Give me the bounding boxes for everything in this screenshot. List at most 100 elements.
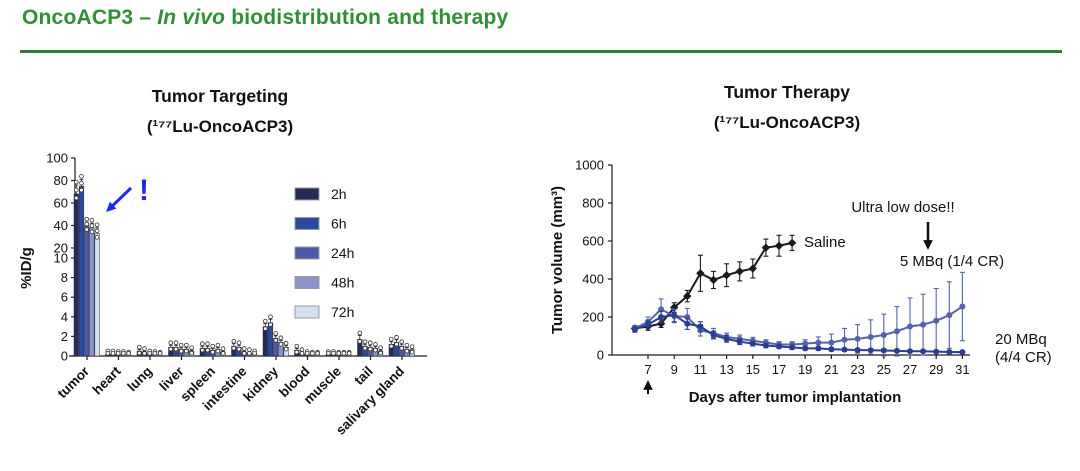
data-point [373,341,378,347]
legend-swatch [294,276,320,289]
y-tick-label: 80 [54,173,68,188]
x-tick-label: 29 [929,362,943,377]
data-point [157,351,163,356]
data-point [893,328,900,335]
therapy-chart: 0 200 400 600 800 1000 7 9 11 13 15 17 19 21 23 25 27 29 3… [549,158,1052,407]
data-point [247,347,252,352]
data-point [73,195,79,201]
data-point [142,351,147,356]
data-point [241,346,247,351]
data-point [854,335,861,342]
data-point [178,348,184,354]
data-point [776,343,782,350]
data-point [304,351,310,356]
data-point [946,312,953,319]
data-point [404,342,410,348]
data-point [299,351,305,356]
data-point [802,345,809,352]
data-point [126,351,131,356]
data-point [867,347,874,354]
data-point [205,341,210,347]
bar [84,225,90,357]
y-tick-label: 1000 [575,158,604,173]
saline-label: Saline [804,234,846,251]
data-point [200,347,205,353]
therapy-chart-title: Tumor Therapy [723,82,851,102]
y-tick-label: 0 [61,349,68,364]
data-point [331,351,336,356]
y-tick-label: 40 [54,218,68,233]
x-tick-label: 13 [719,362,733,377]
legend-swatch [294,305,320,319]
data-point [84,216,89,222]
title-italic: In vivo [157,6,226,29]
data-point [346,351,352,356]
data-point [696,269,705,278]
data-point [787,238,797,248]
data-point [828,346,835,353]
data-point [959,303,966,310]
data-point [231,338,237,344]
data-point [184,342,189,348]
data-point [373,347,378,353]
data-point [854,347,861,354]
data-point [378,345,383,350]
x-tick-label: 9 [671,362,678,377]
data-point [94,235,100,240]
x-tick-label: 7 [644,362,651,377]
data-point [173,346,179,352]
data-point [73,179,79,185]
data-point [168,340,174,346]
data-point [880,332,887,339]
y-axis-title: Tumor volume (mm³) [549,186,566,334]
bar-axes [69,157,427,360]
legend-label: 2h [331,186,347,202]
x-category-label: heart [90,363,124,397]
data-point [79,180,84,186]
y-tick-label: 200 [582,310,604,325]
data-point [341,351,347,356]
slide-title: OncoACP3 – In vivo biodistribution and t… [22,6,508,30]
data-point [920,348,927,355]
data-point [749,340,756,347]
data-point [394,341,399,347]
bar [94,233,100,357]
data-point [645,321,651,328]
bar [267,322,274,357]
data-point [880,347,887,354]
ultra-low-dose-label: Ultra low dose!! [851,199,954,216]
data-point [735,267,744,276]
bar [78,185,85,357]
legend-label: 48h [331,275,354,291]
legend-label: 6h [331,216,347,232]
data-point [946,348,953,355]
bar [73,193,79,357]
data-point [84,227,89,232]
data-point [388,336,394,342]
y-tick-label: 10 [54,251,68,266]
data-point [105,351,111,356]
data-point [789,344,796,351]
data-point [933,317,940,324]
y-tick-label: 600 [582,234,604,249]
therapy-chart-header: Tumor Therapy (¹⁷⁷Lu-OncoACP3) [627,82,947,133]
data-point [357,339,363,344]
data-point [110,351,116,356]
data-point [189,345,194,350]
data-point [684,320,691,327]
data-point [210,349,216,355]
data-point [89,217,95,223]
data-point [336,351,342,356]
x-tick-label: 25 [877,362,891,377]
legend-swatch [294,187,320,201]
data-point [168,346,174,352]
data-point [774,241,784,250]
data-point [263,326,268,331]
data-point [325,351,331,356]
data-point [709,275,718,285]
mbq5-label: 5 MBq (1/4 CR) [900,253,1004,270]
y-tick-label: 6 [61,290,68,305]
data-point [89,223,95,229]
x-tick-label: 17 [772,362,786,377]
